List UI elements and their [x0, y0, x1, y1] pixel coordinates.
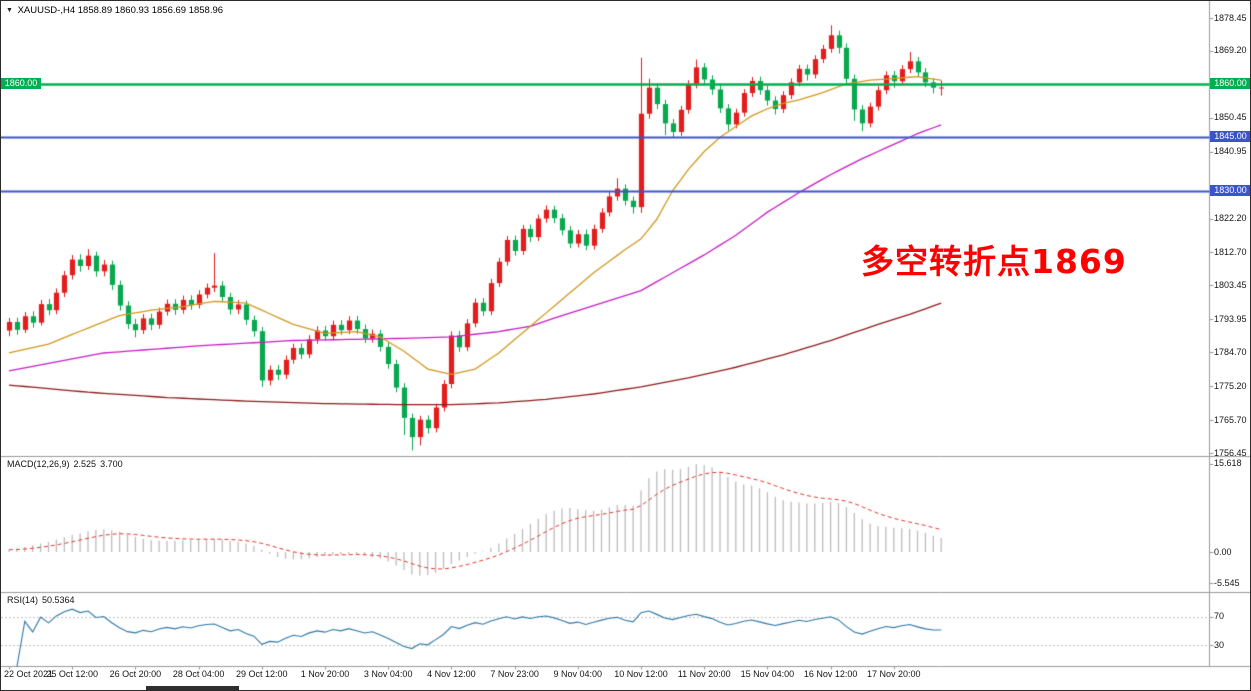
- chart-hscrollbar-thumb[interactable]: [146, 686, 239, 690]
- price-axis-label: 1765.70: [1214, 414, 1247, 425]
- time-axis-label: 1 Nov 20:00: [300, 669, 350, 679]
- price-axis-label: 1803.45: [1214, 279, 1247, 290]
- time-axis-label: 29 Oct 12:00: [236, 669, 288, 679]
- time-axis-label: 4 Nov 12:00: [427, 669, 476, 679]
- price-line-badge-1845.00[interactable]: 1845.00: [1210, 131, 1250, 143]
- price-axis-label: 1822.20: [1214, 213, 1247, 224]
- rsi-indicator-label: RSI(14) 50.5364: [7, 595, 79, 605]
- time-axis-label: 17 Nov 20:00: [867, 669, 921, 679]
- rsi-axis-label: 70: [1214, 611, 1225, 622]
- time-axis-label: 10 Nov 12:00: [614, 669, 668, 679]
- macd-axis-label: 15.618: [1214, 458, 1242, 469]
- price-axis-label: 1840.95: [1214, 146, 1247, 157]
- rsi-value: 50.5364: [42, 595, 75, 605]
- chart-title-bar: ▼ XAUUSD-,H4 1858.89 1860.93 1856.69 185…: [6, 5, 223, 16]
- macd-value-signal: 3.700: [100, 459, 123, 469]
- price-axis-label: 1812.70: [1214, 246, 1247, 257]
- rsi-name: RSI(14): [7, 595, 39, 605]
- macd-indicator-label: MACD(12,26,9) 2.525 3.700: [7, 459, 127, 469]
- price-axis-label: 1869.20: [1214, 45, 1247, 56]
- symbol-period-label: XAUUSD-,H4: [17, 5, 76, 16]
- time-axis-label: 15 Nov 04:00: [740, 669, 795, 679]
- time-axis-label: 16 Nov 12:00: [803, 669, 858, 679]
- time-axis-label: 3 Nov 04:00: [363, 669, 413, 679]
- time-axis-label: 11 Nov 20:00: [677, 669, 731, 679]
- time-axis-label: 9 Nov 04:00: [553, 669, 603, 679]
- ohlc-values: 1858.89 1860.93 1856.69 1858.96: [77, 5, 224, 16]
- symbol-dropdown-icon[interactable]: ▼: [6, 7, 13, 14]
- price-axis-label: 1878.45: [1214, 12, 1247, 23]
- macd-name: MACD(12,26,9): [7, 459, 70, 469]
- annotation-text[interactable]: 多空转折点1869: [861, 242, 1127, 281]
- macd-axis-label: 0.00: [1214, 546, 1232, 557]
- price-axis-label: 1784.70: [1214, 346, 1247, 357]
- price-axis-label: 1850.45: [1214, 112, 1247, 123]
- macd-value-main: 2.525: [73, 459, 97, 469]
- time-axis-label: 28 Oct 04:00: [172, 669, 225, 679]
- price-axis-label: 1793.95: [1214, 313, 1247, 324]
- time-axis-label: 26 Oct 20:00: [109, 669, 162, 679]
- macd-axis-label: -5.545: [1214, 577, 1240, 588]
- time-axis-label: 22 Oct 2021: [4, 669, 54, 679]
- price-line-left-badge-1860.00[interactable]: 1860.00: [1, 77, 41, 89]
- time-axis-label: 7 Nov 23:00: [490, 669, 539, 679]
- time-axis-label: 25 Oct 12:00: [46, 669, 98, 679]
- price-axis-label: 1775.20: [1214, 380, 1247, 391]
- price-line-badge-1830.00[interactable]: 1830.00: [1210, 184, 1250, 196]
- rsi-axis-label: 30: [1214, 639, 1225, 650]
- price-line-badge-1860.00[interactable]: 1860.00: [1210, 77, 1250, 89]
- price-axis-label: 1756.45: [1214, 447, 1247, 458]
